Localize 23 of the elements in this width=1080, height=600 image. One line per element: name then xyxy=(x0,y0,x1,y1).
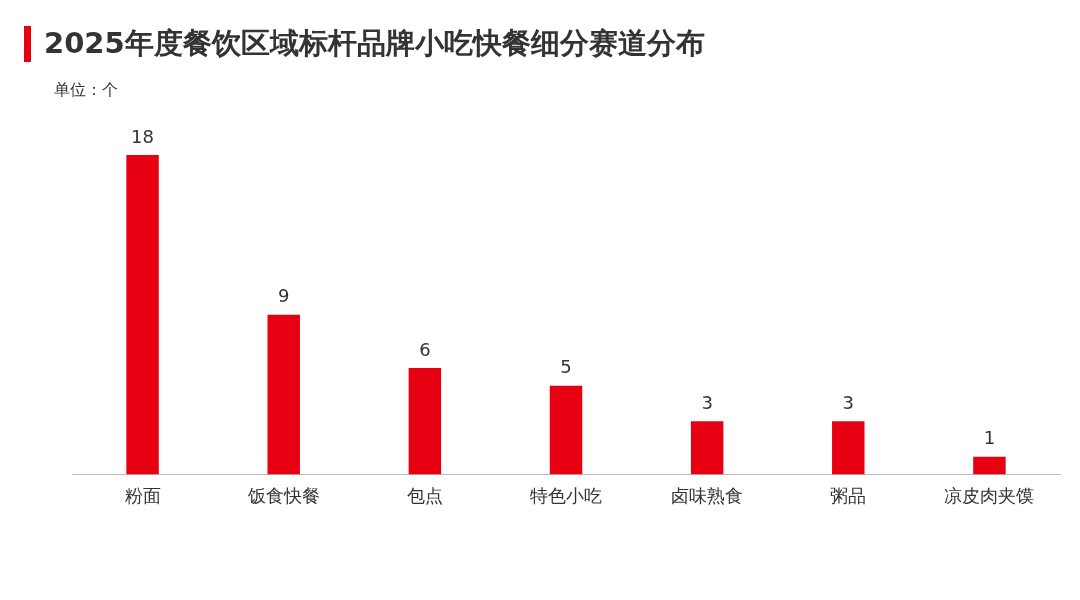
data-label: 3 xyxy=(842,391,855,413)
data-label: 5 xyxy=(560,356,572,378)
x-tick-label: 卤味熟食 xyxy=(671,484,744,506)
chart-title: 2025年度餐饮区域标杆品牌小吃快餐细分赛道分布 xyxy=(44,25,705,62)
y-axis-title: 单位：个 xyxy=(54,80,118,101)
x-tick-label: 饭食快餐 xyxy=(246,484,320,506)
bar xyxy=(973,456,1006,475)
data-label: 6 xyxy=(419,338,431,360)
bar xyxy=(126,155,159,475)
bar xyxy=(408,367,442,475)
x-tick-label: 特色小吃 xyxy=(530,484,602,506)
data-label: 9 xyxy=(277,285,290,307)
data-label: 18 xyxy=(131,125,155,147)
data-label: 1 xyxy=(983,427,996,449)
bar xyxy=(690,421,724,475)
bar xyxy=(832,421,865,475)
bar xyxy=(267,314,300,475)
x-tick-label: 凉皮肉夹馍 xyxy=(944,484,1035,506)
x-tick-label: 包点 xyxy=(406,484,443,506)
x-tick-label: 粥品 xyxy=(830,484,867,506)
x-tick-label: 粉面 xyxy=(124,484,161,506)
data-label: 3 xyxy=(701,391,713,413)
bar xyxy=(549,385,583,475)
